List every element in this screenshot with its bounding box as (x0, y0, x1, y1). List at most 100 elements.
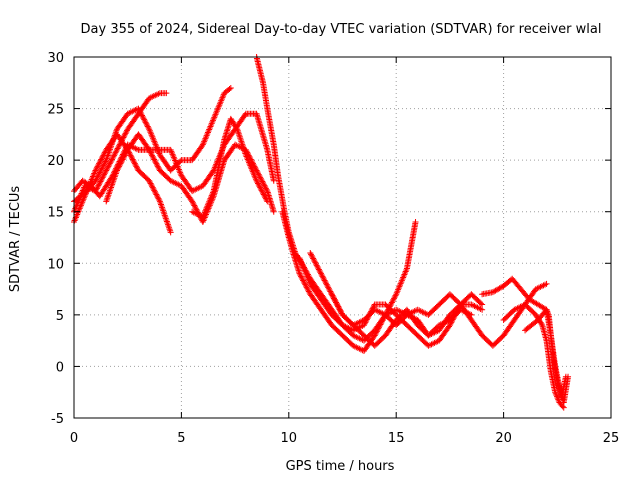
data-point (127, 152, 134, 159)
data-point (236, 133, 243, 140)
data-point (318, 271, 325, 278)
data-point (297, 273, 304, 280)
data-point (155, 164, 162, 171)
data-point (177, 158, 184, 165)
data-point (108, 156, 115, 163)
data-point (151, 188, 158, 195)
data-point (330, 295, 337, 302)
plot-frame (73, 56, 612, 419)
data-point (113, 148, 120, 155)
data-point (305, 287, 312, 294)
data-point (325, 285, 332, 292)
data-point (446, 322, 453, 329)
data-point (335, 303, 342, 310)
data-point (376, 322, 383, 329)
data-point (135, 105, 142, 112)
x-axis-label: GPS time / hours (286, 459, 395, 474)
data-point (97, 168, 104, 175)
data-point (538, 320, 545, 327)
data-point (320, 274, 327, 281)
data-point (134, 164, 141, 171)
data-point (96, 159, 103, 166)
data-point (94, 173, 101, 180)
data-point (99, 174, 106, 181)
data-point (257, 186, 264, 193)
series-track-14 (522, 306, 569, 401)
data-point (301, 280, 308, 287)
data-point (93, 176, 100, 183)
x-tick-label: 10 (281, 431, 298, 446)
data-point (149, 153, 156, 160)
data-point (374, 326, 381, 333)
data-point (316, 267, 323, 274)
y-axis-label: SDTVAR / TECUs (8, 186, 23, 293)
data-point (106, 160, 113, 167)
data-point (143, 120, 150, 127)
chart-title: Day 355 of 2024, Sidereal Day-to-day VTE… (81, 22, 602, 37)
data-point (559, 403, 566, 410)
data-point (326, 287, 333, 294)
data-point (145, 124, 152, 131)
data-point (95, 182, 102, 189)
data-point (132, 161, 139, 168)
data-point (116, 163, 123, 170)
data-point (388, 299, 395, 306)
data-point (151, 157, 158, 164)
data-point (360, 322, 367, 329)
data-point (147, 180, 154, 187)
data-point (389, 298, 396, 305)
data-point (310, 256, 317, 263)
data-point (115, 144, 122, 151)
data-point (303, 284, 310, 291)
data-point (553, 393, 560, 400)
data-point (122, 130, 129, 137)
data-point (191, 202, 198, 209)
data-point (103, 167, 110, 174)
data-point (373, 328, 380, 335)
data-point (379, 317, 386, 324)
data-point (102, 158, 109, 165)
data-point (118, 159, 125, 166)
series-track-5 (103, 110, 277, 205)
data-point (139, 113, 146, 120)
data-point (375, 325, 382, 332)
data-point (300, 277, 307, 284)
data-point (151, 156, 158, 163)
data-point (378, 318, 385, 325)
data-point (128, 153, 135, 160)
data-point (122, 150, 129, 157)
data-point (154, 192, 161, 199)
data-point (479, 306, 486, 313)
data-point (260, 181, 267, 188)
series-track-13 (500, 301, 567, 411)
data-point (139, 112, 146, 119)
data-point (312, 259, 319, 266)
data-point (154, 194, 161, 201)
data-point (477, 300, 484, 307)
data-point (156, 197, 163, 204)
data-point (93, 164, 100, 171)
data-point (253, 177, 260, 184)
data-point (98, 166, 105, 173)
data-point (259, 188, 266, 195)
data-point (376, 324, 383, 331)
data-point (236, 132, 243, 139)
data-point (321, 277, 328, 284)
data-point (255, 181, 262, 188)
data-point (260, 179, 267, 186)
data-point (167, 229, 174, 236)
data-point (152, 190, 159, 197)
data-point (131, 159, 138, 166)
data-point (102, 168, 109, 175)
data-point (192, 205, 199, 212)
y-tick-label: 0 (56, 360, 64, 375)
data-point (327, 288, 334, 295)
data-point (254, 179, 261, 186)
data-point (263, 197, 270, 204)
data-point (146, 179, 153, 186)
y-tick-label: -5 (51, 412, 64, 427)
data-point (227, 84, 234, 91)
data-point (189, 198, 196, 205)
data-point (296, 270, 303, 277)
